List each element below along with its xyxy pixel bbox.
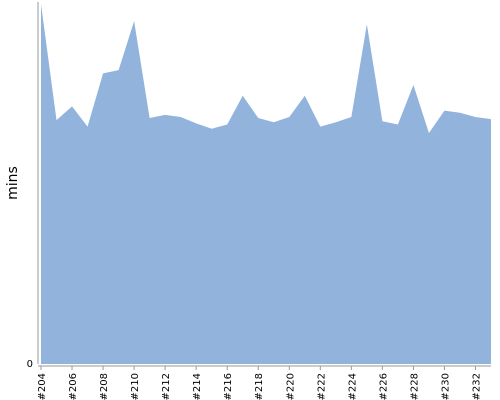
x-tick-label: #218 [254,373,265,400]
y-axis-ticks: 0 [27,359,33,370]
x-tick-label: #212 [161,373,172,400]
x-tick-label: #222 [316,373,327,400]
x-tick-label: #226 [378,373,389,400]
x-tick-label: #224 [347,373,358,400]
x-tick-label: #206 [68,373,79,400]
x-tick-label: #210 [130,373,141,400]
x-tick-label: #208 [99,373,110,400]
plot-area [41,4,491,364]
y-axis-title: mins [5,166,21,200]
x-tick-label: #230 [440,373,451,400]
series-area [41,4,491,364]
x-tick-label: #214 [192,373,203,400]
x-tick-label: #220 [285,373,296,400]
x-tick-label: #232 [471,373,482,400]
x-tick-label: #204 [37,373,48,400]
x-tick-label: #216 [223,373,234,400]
y-tick-label: 0 [27,359,33,370]
x-axis-ticks: #204 #206 #208 #210 #212 #214 #216 #218 #220 #222… [37,366,482,400]
x-tick-label: #228 [409,373,420,400]
